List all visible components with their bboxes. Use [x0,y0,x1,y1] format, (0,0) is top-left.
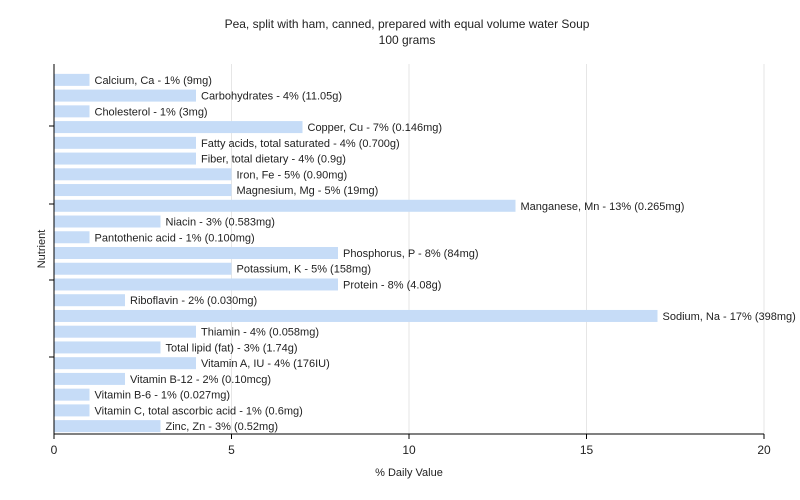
bar-label: Calcium, Ca - 1% (9mg) [95,75,212,87]
bar [54,404,90,417]
bar [54,325,196,338]
bar-label: Magnesium, Mg - 5% (19mg) [237,185,379,197]
bar-label: Protein - 8% (4.08g) [343,279,441,291]
bar-label: Carbohydrates - 4% (11.05g) [201,91,342,103]
bar-label: Niacin - 3% (0.583mg) [166,217,275,229]
bars [54,73,658,433]
bar [54,309,658,322]
bar [54,152,196,165]
bar-label: Pantothenic acid - 1% (0.100mg) [95,232,255,244]
chart-title: Pea, split with ham, canned, prepared wi… [225,17,590,31]
bar-label: Phosphorus, P - 8% (84mg) [343,248,479,260]
bar-label: Iron, Fe - 5% (0.90mg) [237,169,348,181]
y-axis-label: Nutrient [36,230,48,269]
x-tick-label: 10 [402,443,416,457]
bar [54,105,90,118]
bar [54,231,90,244]
bar [54,357,196,370]
x-tick-label: 0 [51,443,58,457]
bar-label: Vitamin A, IU - 4% (176IU) [201,358,330,370]
bar [54,420,161,433]
bar [54,294,125,307]
bar [54,199,516,212]
bar-label: Potassium, K - 5% (158mg) [237,264,372,276]
bar-label: Zinc, Zn - 3% (0.52mg) [166,421,278,433]
bar-label: Cholesterol - 1% (3mg) [95,106,208,118]
bar [54,73,90,86]
bar-labels: Calcium, Ca - 1% (9mg) Carbohydrates - 4%… [95,75,796,433]
x-tick-label: 20 [757,443,771,457]
bar [54,247,338,259]
bar [54,388,90,401]
bar-label: Vitamin B-6 - 1% (0.027mg) [95,390,231,402]
bar [54,262,232,275]
bar [54,184,232,197]
bar-label: Total lipid (fat) - 3% (1.74g) [166,342,298,354]
bar [54,341,161,354]
bar-label: Vitamin B-12 - 2% (0.10mcg) [130,374,271,386]
bar-label: Riboflavin - 2% (0.030mg) [130,295,257,307]
bar [54,372,125,385]
bar-label: Fiber, total dietary - 4% (0.9g) [201,154,346,166]
bar-label: Thiamin - 4% (0.058mg) [201,327,319,339]
bar [54,278,338,291]
axes: 0 5 10 15 20 [49,64,771,457]
bar [54,215,161,228]
bar [54,89,196,102]
x-tick-label: 5 [228,443,235,457]
chart-subtitle: 100 grams [379,33,436,47]
x-tick-label: 15 [580,443,594,457]
bar [54,121,303,134]
x-axis-label: % Daily Value [375,467,443,479]
bar [54,168,232,181]
bar-label: Fatty acids, total saturated - 4% (0.700… [201,138,400,150]
bar-label: Vitamin C, total ascorbic acid - 1% (0.6… [95,405,303,417]
bar-label: Copper, Cu - 7% (0.146mg) [308,122,443,134]
bar-label: Sodium, Na - 17% (398mg) [663,311,796,323]
bar [54,136,196,149]
bar-label: Manganese, Mn - 13% (0.265mg) [521,201,685,213]
